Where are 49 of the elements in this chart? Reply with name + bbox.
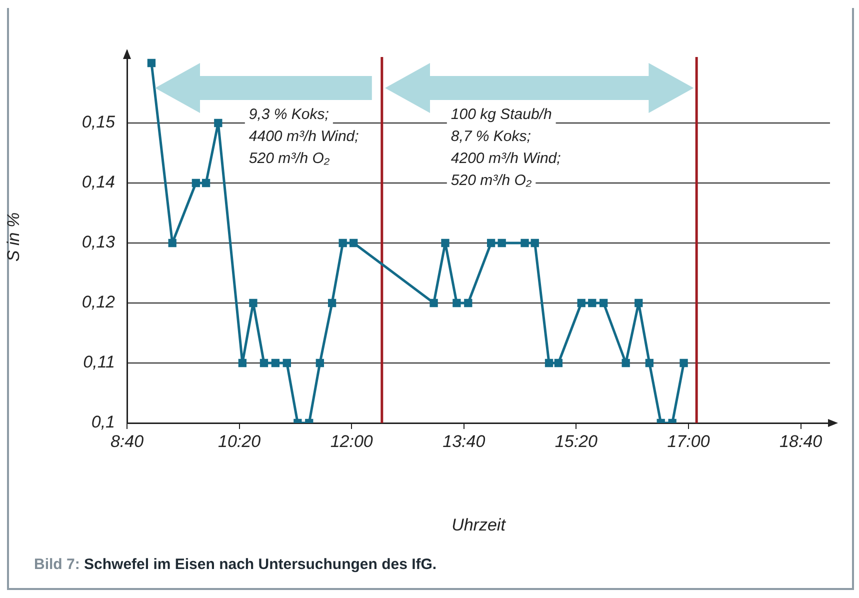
y-tick-label: 0,15: [82, 112, 116, 132]
point: [249, 298, 258, 308]
point: [600, 298, 608, 308]
x-axis-title: Uhrzeit: [452, 516, 507, 535]
x-tick-label: 15:20: [554, 432, 598, 451]
point: [168, 238, 176, 248]
point: [238, 358, 247, 368]
y-axis-title: S in %: [4, 212, 23, 262]
point: [544, 358, 554, 368]
point: [530, 238, 539, 248]
y-tick-label: 0,11: [83, 352, 115, 372]
x-tick-label: 8:40: [110, 432, 144, 451]
point: [645, 358, 654, 368]
point: [554, 358, 563, 368]
point: [271, 358, 280, 368]
point: [464, 298, 472, 308]
point: [452, 298, 461, 308]
y-tick-label: 0,12: [82, 292, 116, 312]
y-tick-label: 0,13: [82, 232, 116, 252]
point: [486, 238, 496, 248]
point: [338, 238, 347, 248]
point: [192, 178, 200, 188]
point: [147, 58, 156, 68]
annotation: 9,3 % Koks; 4400 m³/h Wind; 520 m³/h O₂: [248, 106, 359, 168]
x-tick-label: 17:00: [667, 432, 710, 451]
x-tick-label: 13:40: [442, 432, 486, 451]
point: [430, 298, 438, 308]
x-tick-label: 12:00: [330, 432, 374, 451]
point: [214, 118, 222, 128]
x-tick-label: 18:40: [780, 432, 823, 451]
point: [441, 238, 450, 248]
point: [498, 238, 506, 248]
point: [316, 358, 324, 368]
y-tick-label: 0,1: [91, 412, 115, 432]
point: [634, 298, 643, 308]
y-tick-label: 0,14: [82, 172, 115, 192]
x-tick-label: 10:20: [218, 432, 262, 451]
text: Bild 7: Schwefel im Eisen nach Untersuchungen des IfG.: [34, 556, 437, 573]
point: [520, 238, 529, 248]
point: [622, 358, 630, 368]
point: [260, 358, 268, 368]
point: [577, 298, 586, 308]
point: [680, 358, 688, 368]
annotation: 100 kg Staub/h 8,7 % Koks; 4200 m³/h Wind; 520 m³/h O₂: [450, 106, 561, 190]
point: [328, 298, 336, 308]
point: [282, 358, 291, 368]
point: [350, 238, 358, 248]
point: [588, 298, 596, 308]
point: [202, 178, 210, 188]
